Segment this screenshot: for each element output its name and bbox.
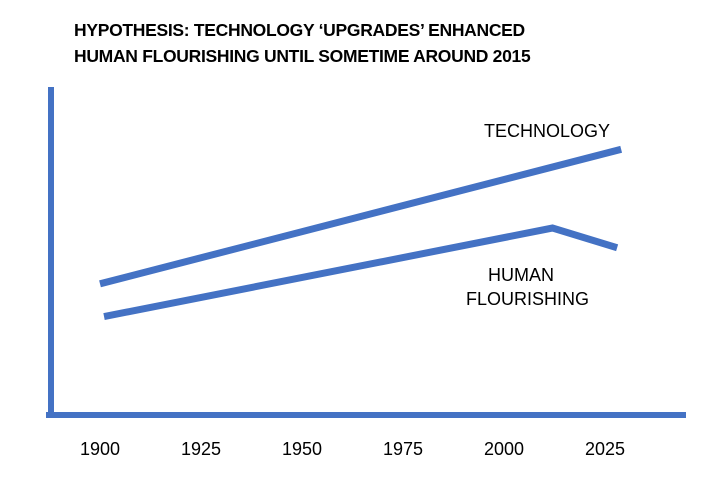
series-label-technology: TECHNOLOGY [484,121,610,141]
x-tick-label: 2000 [484,439,524,459]
title-line-1: HYPOTHESIS: TECHNOLOGY ‘UPGRADES’ ENHANC… [74,20,525,40]
series-line-technology [99,145,623,288]
series-lines [99,145,623,321]
series-line-human-flourishing [103,224,619,321]
x-tick-label: 1975 [383,439,423,459]
x-tick-label: 1950 [282,439,322,459]
series-label-human-line-2: FLOURISHING [466,289,589,309]
x-tick-label: 1900 [80,439,120,459]
title-line-2: HUMAN FLOURISHING UNTIL SOMETIME AROUND … [74,46,531,66]
x-tick-label: 2025 [585,439,625,459]
x-tick-labels: 1900 1925 1950 1975 2000 2025 [80,439,625,459]
series-label-human-line-1: HUMAN [488,265,554,285]
chart-title: HYPOTHESIS: TECHNOLOGY ‘UPGRADES’ ENHANC… [74,17,531,69]
x-tick-label: 1925 [181,439,221,459]
